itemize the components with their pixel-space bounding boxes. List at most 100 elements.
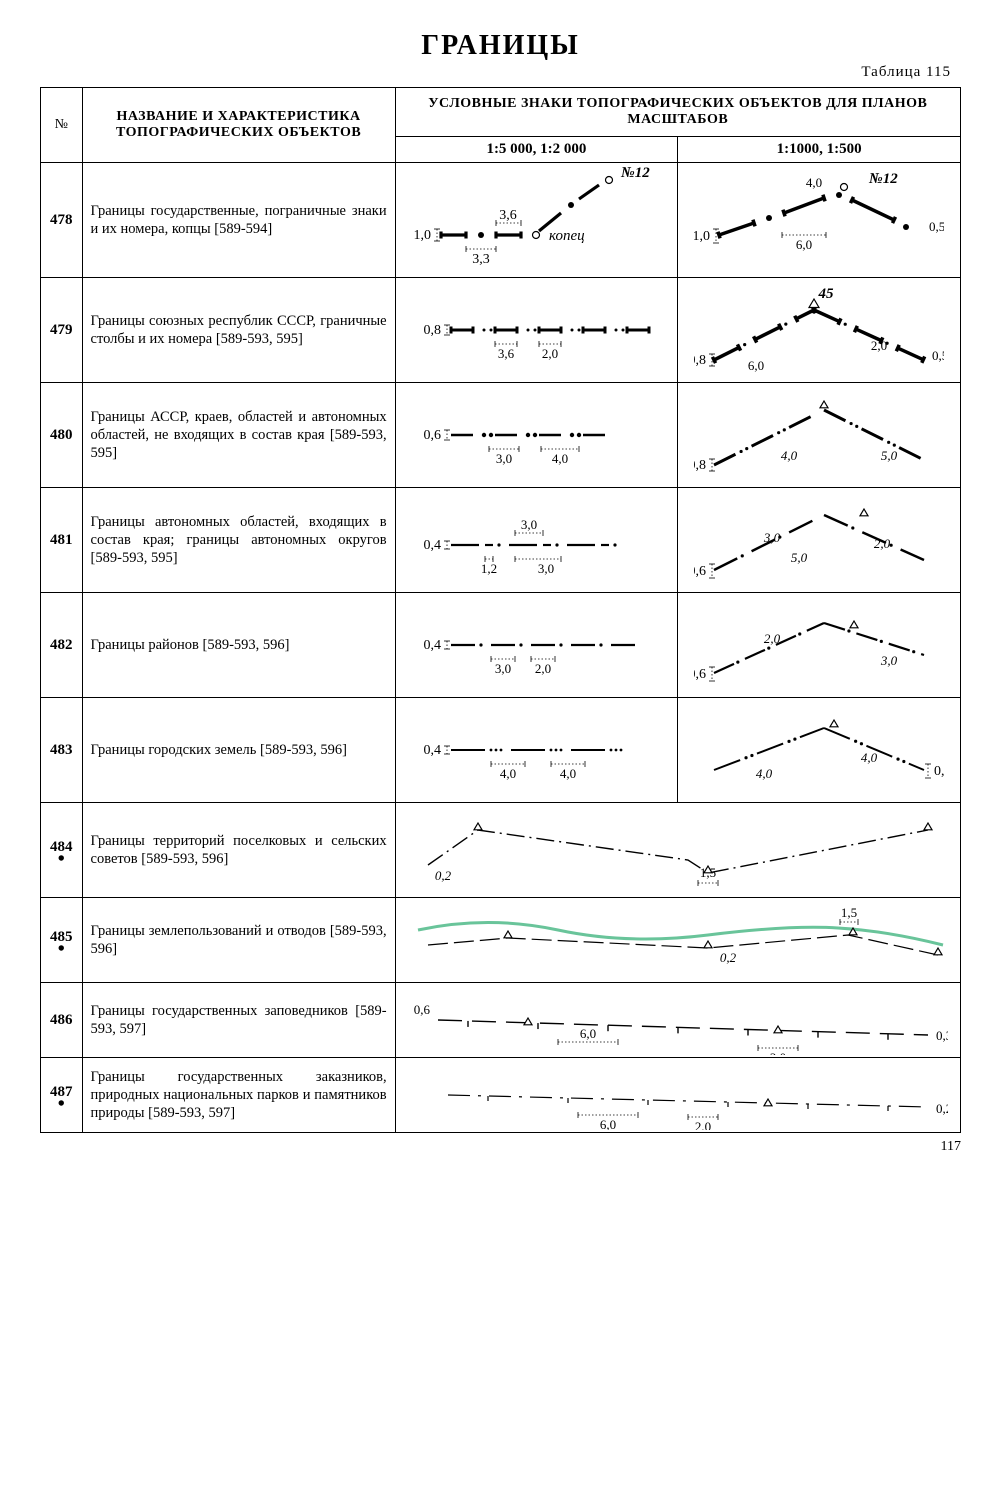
row-number: 484• bbox=[41, 803, 83, 898]
svg-text:0,6: 0,6 bbox=[694, 667, 706, 682]
symbol-diagram-scale2: 0,6 3,0 5,0 2,0 bbox=[678, 488, 961, 593]
svg-text:0,3: 0,3 bbox=[936, 1028, 948, 1043]
header-scale2: 1:1000, 1:500 bbox=[678, 137, 961, 163]
svg-text:3,0: 3,0 bbox=[496, 451, 512, 466]
svg-text:0,4: 0,4 bbox=[424, 743, 442, 758]
svg-text:6,0: 6,0 bbox=[580, 1026, 596, 1041]
header-scale1: 1:5 000, 1:2 000 bbox=[395, 137, 678, 163]
svg-text:0,5: 0,5 bbox=[929, 219, 944, 234]
row-name: Границы государственных заповедников [58… bbox=[82, 983, 395, 1058]
row-number: 478 bbox=[41, 163, 83, 278]
svg-text:4,0: 4,0 bbox=[560, 766, 576, 781]
svg-text:0,8: 0,8 bbox=[424, 323, 442, 338]
svg-text:4,0: 4,0 bbox=[552, 451, 568, 466]
symbol-diagram: 0,2 1,5 bbox=[395, 803, 960, 898]
symbol-diagram-scale1: 0,4 1,2 3,0 3,0 bbox=[395, 488, 678, 593]
svg-text:2,0: 2,0 bbox=[871, 338, 887, 353]
symbol-diagram: 6,0 2,0 0,2 bbox=[395, 1058, 960, 1133]
row-name: Границы землепользований и отводов [589-… bbox=[82, 898, 395, 983]
svg-text:6,0: 6,0 bbox=[600, 1117, 616, 1130]
row-number: 487• bbox=[41, 1058, 83, 1133]
page-title: ГРАНИЦЫ bbox=[40, 30, 961, 62]
svg-text:0,4: 0,4 bbox=[424, 638, 442, 653]
symbol-diagram: 0,2 1,5 bbox=[395, 898, 960, 983]
symbol-diagram-scale1: 0,8 3,6 2,0 bbox=[395, 278, 678, 383]
svg-text:2,0: 2,0 bbox=[764, 631, 781, 646]
svg-text:3,0: 3,0 bbox=[538, 561, 554, 575]
symbol-diagram-scale2: №12 1,0 4,0 6,0 0,5 bbox=[678, 163, 961, 278]
symbol-diagram-scale2: 4,0 4,0 0,6 bbox=[678, 698, 961, 803]
svg-text:0,8: 0,8 bbox=[694, 353, 706, 368]
header-num: № bbox=[41, 88, 83, 163]
svg-text:3,0: 3,0 bbox=[880, 653, 898, 668]
svg-text:1,0: 1,0 bbox=[414, 228, 432, 243]
svg-text:2,0: 2,0 bbox=[695, 1119, 711, 1130]
row-number: 483 bbox=[41, 698, 83, 803]
row-name: Границы союзных республик СССР, граничны… bbox=[82, 278, 395, 383]
svg-text:0,6: 0,6 bbox=[424, 428, 442, 443]
svg-text:3,0: 3,0 bbox=[495, 661, 511, 676]
svg-text:2,0: 2,0 bbox=[874, 536, 891, 551]
row-name: Границы АССР, краев, областей и автономн… bbox=[82, 383, 395, 488]
svg-text:№12: №12 bbox=[868, 171, 898, 187]
svg-text:1,5: 1,5 bbox=[700, 865, 716, 880]
svg-text:0,2: 0,2 bbox=[720, 950, 737, 965]
header-symbols: УСЛОВНЫЕ ЗНАКИ ТОПОГРАФИЧЕСКИХ ОБЪЕКТОВ … bbox=[395, 88, 960, 137]
svg-text:№12: №12 bbox=[620, 165, 650, 181]
row-number: 485• bbox=[41, 898, 83, 983]
svg-text:45: 45 bbox=[818, 286, 835, 302]
row-name: Границы районов [589-593, 596] bbox=[82, 593, 395, 698]
page-number: 117 bbox=[40, 1139, 961, 1155]
row-number: 486 bbox=[41, 983, 83, 1058]
svg-text:копец: копец bbox=[549, 228, 585, 244]
svg-text:2,0: 2,0 bbox=[542, 346, 558, 361]
svg-text:1,5: 1,5 bbox=[841, 905, 857, 920]
main-table: № НАЗВАНИЕ И ХАРАКТЕРИСТИКА ТОПОГРАФИЧЕС… bbox=[40, 87, 961, 1133]
svg-text:3,6: 3,6 bbox=[500, 208, 518, 223]
table-caption: Таблица 115 bbox=[40, 64, 951, 81]
svg-text:0,6: 0,6 bbox=[694, 564, 706, 579]
symbol-diagram-scale1: 0,4 3,0 2,0 bbox=[395, 593, 678, 698]
svg-text:0,5: 0,5 bbox=[932, 348, 944, 363]
svg-text:4,0: 4,0 bbox=[781, 448, 798, 463]
svg-text:1,2: 1,2 bbox=[481, 561, 497, 575]
symbol-diagram-scale1: копец №12 1,0 3,6 3,3 bbox=[395, 163, 678, 278]
svg-text:3,0: 3,0 bbox=[521, 517, 537, 532]
svg-text:0,6: 0,6 bbox=[414, 1002, 431, 1017]
row-number: 479 bbox=[41, 278, 83, 383]
row-name: Границы городских земель [589-593, 596] bbox=[82, 698, 395, 803]
svg-text:2,0: 2,0 bbox=[535, 661, 551, 676]
symbol-diagram-scale2: 0,6 2,0 3,0 bbox=[678, 593, 961, 698]
row-name: Границы государственных заказников, прир… bbox=[82, 1058, 395, 1133]
svg-text:5,0: 5,0 bbox=[791, 550, 808, 565]
svg-text:0,8: 0,8 bbox=[694, 458, 706, 473]
symbol-diagram-scale2: 45 0,8 6,0 2,0 0,5 bbox=[678, 278, 961, 383]
svg-text:4,0: 4,0 bbox=[806, 175, 822, 190]
svg-text:0,2: 0,2 bbox=[435, 868, 452, 883]
symbol-diagram: 0,6 6,0 2,0 0,3 bbox=[395, 983, 960, 1058]
svg-text:1,0: 1,0 bbox=[694, 229, 710, 244]
row-name: Границы территорий поселковых и сельских… bbox=[82, 803, 395, 898]
svg-text:2,0: 2,0 bbox=[770, 1050, 786, 1055]
svg-text:3,6: 3,6 bbox=[498, 346, 515, 361]
svg-text:6,0: 6,0 bbox=[796, 237, 812, 252]
symbol-diagram-scale2: 0,8 4,0 5,0 bbox=[678, 383, 961, 488]
symbol-diagram-scale1: 0,6 3,0 4,0 bbox=[395, 383, 678, 488]
row-number: 482 bbox=[41, 593, 83, 698]
row-number: 481 bbox=[41, 488, 83, 593]
symbol-diagram-scale1: 0,4 4,0 4,0 bbox=[395, 698, 678, 803]
header-name: НАЗВАНИЕ И ХАРАКТЕРИСТИКА ТОПОГРАФИЧЕСКИ… bbox=[82, 88, 395, 163]
svg-text:3,0: 3,0 bbox=[763, 530, 781, 545]
svg-text:0,6: 0,6 bbox=[934, 764, 944, 779]
svg-text:4,0: 4,0 bbox=[756, 766, 773, 781]
svg-text:4,0: 4,0 bbox=[861, 750, 878, 765]
svg-text:0,4: 0,4 bbox=[424, 538, 442, 553]
row-number: 480 bbox=[41, 383, 83, 488]
svg-text:3,3: 3,3 bbox=[473, 252, 491, 267]
svg-text:0,2: 0,2 bbox=[936, 1101, 948, 1116]
row-name: Границы государственные, пограничные зна… bbox=[82, 163, 395, 278]
svg-text:4,0: 4,0 bbox=[500, 766, 516, 781]
row-name: Границы автономных областей, входящих в … bbox=[82, 488, 395, 593]
svg-text:6,0: 6,0 bbox=[748, 358, 764, 373]
svg-text:5,0: 5,0 bbox=[881, 448, 898, 463]
